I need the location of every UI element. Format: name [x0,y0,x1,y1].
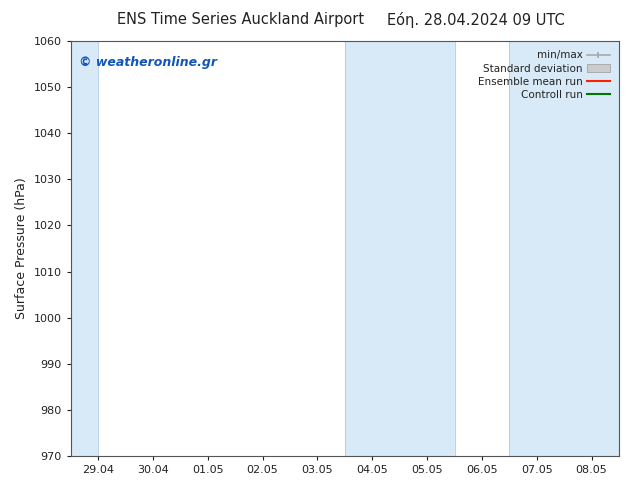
Legend: min/max, Standard deviation, Ensemble mean run, Controll run: min/max, Standard deviation, Ensemble me… [474,46,614,104]
Bar [345,41,455,456]
Bar [71,41,98,456]
Y-axis label: Surface Pressure (hPa): Surface Pressure (hPa) [15,178,28,319]
Text: © weatheronline.gr: © weatheronline.gr [79,55,217,69]
Text: ENS Time Series Auckland Airport: ENS Time Series Auckland Airport [117,12,365,27]
Text: Εόη. 28.04.2024 09 UTC: Εόη. 28.04.2024 09 UTC [387,12,564,28]
Bar [509,41,619,456]
